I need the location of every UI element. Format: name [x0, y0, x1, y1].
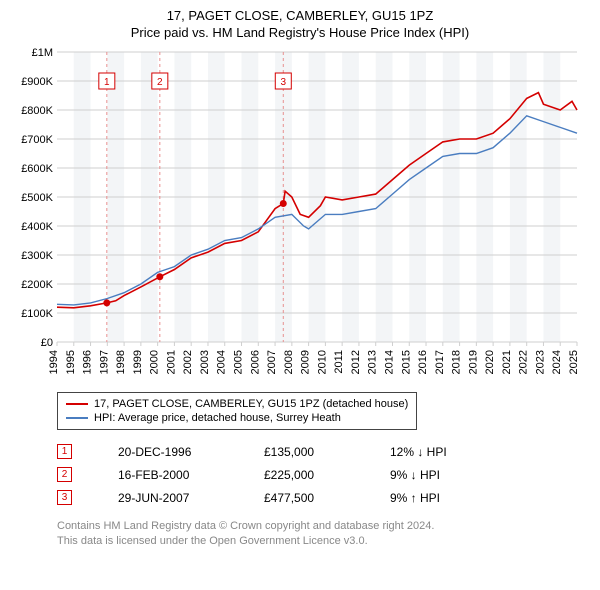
svg-text:2003: 2003 [199, 350, 211, 374]
svg-text:£1M: £1M [32, 47, 53, 59]
svg-text:£100K: £100K [21, 308, 53, 320]
svg-text:2002: 2002 [182, 350, 194, 374]
svg-text:2007: 2007 [266, 350, 278, 374]
chart-title-1: 17, PAGET CLOSE, CAMBERLEY, GU15 1PZ [15, 8, 585, 23]
svg-text:2017: 2017 [434, 350, 446, 374]
svg-text:2000: 2000 [149, 350, 161, 374]
svg-text:£300K: £300K [21, 250, 53, 262]
table-row: 1 20-DEC-1996 £135,000 12% ↓ HPI [57, 440, 585, 463]
svg-text:£800K: £800K [21, 105, 53, 117]
legend: 17, PAGET CLOSE, CAMBERLEY, GU15 1PZ (de… [57, 392, 417, 430]
svg-text:2015: 2015 [400, 350, 412, 374]
marker-box-3: 3 [57, 490, 72, 505]
sales-table: 1 20-DEC-1996 £135,000 12% ↓ HPI 2 16-FE… [57, 440, 585, 509]
footnote: Contains HM Land Registry data © Crown c… [57, 519, 585, 549]
svg-text:2006: 2006 [249, 350, 261, 374]
legend-item-1: 17, PAGET CLOSE, CAMBERLEY, GU15 1PZ (de… [66, 397, 408, 411]
sale-date-2: 16-FEB-2000 [118, 468, 218, 482]
svg-text:£900K: £900K [21, 76, 53, 88]
table-row: 3 29-JUN-2007 £477,500 9% ↑ HPI [57, 486, 585, 509]
footnote-line-1: Contains HM Land Registry data © Crown c… [57, 519, 585, 534]
svg-text:1: 1 [104, 77, 110, 88]
svg-text:2016: 2016 [417, 350, 429, 374]
legend-swatch-1 [66, 403, 88, 405]
svg-text:2: 2 [157, 77, 163, 88]
sale-diff-1: 12% ↓ HPI [390, 445, 480, 459]
svg-text:£200K: £200K [21, 279, 53, 291]
sale-price-3: £477,500 [264, 491, 344, 505]
figure-container: 17, PAGET CLOSE, CAMBERLEY, GU15 1PZ Pri… [0, 0, 600, 559]
svg-text:£0: £0 [41, 337, 53, 349]
svg-text:2022: 2022 [518, 350, 530, 374]
svg-text:1995: 1995 [65, 350, 77, 374]
sale-price-1: £135,000 [264, 445, 344, 459]
legend-swatch-2 [66, 417, 88, 419]
table-row: 2 16-FEB-2000 £225,000 9% ↓ HPI [57, 463, 585, 486]
svg-text:1999: 1999 [132, 350, 144, 374]
svg-text:3: 3 [281, 77, 287, 88]
svg-text:£400K: £400K [21, 221, 53, 233]
sale-date-3: 29-JUN-2007 [118, 491, 218, 505]
svg-text:2012: 2012 [350, 350, 362, 374]
legend-item-2: HPI: Average price, detached house, Surr… [66, 411, 408, 425]
svg-text:2011: 2011 [333, 350, 345, 374]
sale-diff-3: 9% ↑ HPI [390, 491, 480, 505]
svg-text:2024: 2024 [551, 350, 563, 374]
svg-text:£500K: £500K [21, 192, 53, 204]
chart-svg: £0 £100K £200K £300K £400K £500K £600K £700K £80… [15, 46, 585, 386]
legend-label-2: HPI: Average price, detached house, Surr… [94, 412, 341, 424]
svg-text:2020: 2020 [484, 350, 496, 374]
sale-diff-2: 9% ↓ HPI [390, 468, 480, 482]
legend-label-1: 17, PAGET CLOSE, CAMBERLEY, GU15 1PZ (de… [94, 398, 408, 410]
svg-text:2018: 2018 [451, 350, 463, 374]
svg-text:2009: 2009 [300, 350, 312, 374]
svg-text:1994: 1994 [48, 350, 60, 374]
svg-text:2001: 2001 [165, 350, 177, 374]
svg-text:2004: 2004 [216, 350, 228, 374]
svg-text:2008: 2008 [283, 350, 295, 374]
svg-text:2023: 2023 [534, 350, 546, 374]
marker-box-2: 2 [57, 467, 72, 482]
svg-text:2019: 2019 [467, 350, 479, 374]
svg-text:1996: 1996 [82, 350, 94, 374]
chart-title-2: Price paid vs. HM Land Registry's House … [15, 25, 585, 40]
sale-date-1: 20-DEC-1996 [118, 445, 218, 459]
svg-text:2010: 2010 [316, 350, 328, 374]
svg-text:2025: 2025 [568, 350, 580, 374]
svg-text:2005: 2005 [233, 350, 245, 374]
svg-text:1998: 1998 [115, 350, 127, 374]
sale-price-2: £225,000 [264, 468, 344, 482]
svg-text:£700K: £700K [21, 134, 53, 146]
svg-text:1997: 1997 [98, 350, 110, 374]
svg-text:2014: 2014 [383, 350, 395, 374]
svg-text:2013: 2013 [367, 350, 379, 374]
svg-text:£600K: £600K [21, 163, 53, 175]
footnote-line-2: This data is licensed under the Open Gov… [57, 534, 585, 549]
chart-area: £0 £100K £200K £300K £400K £500K £600K £700K £80… [15, 46, 585, 386]
svg-text:2021: 2021 [501, 350, 513, 374]
marker-box-1: 1 [57, 444, 72, 459]
